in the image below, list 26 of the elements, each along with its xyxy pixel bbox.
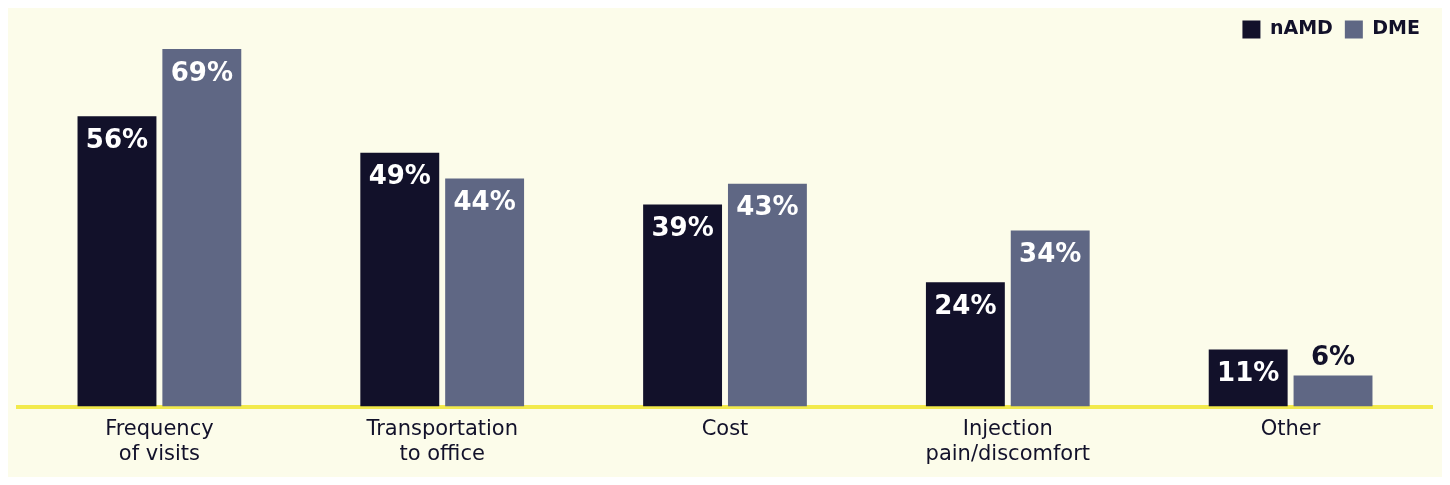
x-tick-label: Injection pain/discomfort bbox=[925, 415, 1091, 465]
legend-label: nAMD bbox=[1269, 16, 1333, 39]
data-label: 6% bbox=[1310, 341, 1356, 372]
bar bbox=[925, 282, 1005, 407]
data-label: 24% bbox=[934, 289, 997, 320]
bar bbox=[1010, 230, 1090, 407]
data-label: 11% bbox=[1217, 357, 1280, 388]
bar bbox=[445, 178, 525, 407]
legend-label: DME bbox=[1372, 16, 1421, 39]
x-tick-label: Frequency of visits bbox=[105, 415, 214, 465]
x-tick-label: Other bbox=[1260, 415, 1321, 440]
data-label: 49% bbox=[368, 160, 431, 191]
data-label: 56% bbox=[85, 124, 149, 155]
bar bbox=[727, 183, 807, 407]
bar bbox=[77, 116, 157, 407]
data-label: 69% bbox=[170, 56, 233, 87]
x-tick-label: Cost bbox=[701, 415, 749, 440]
data-label: 34% bbox=[1019, 238, 1082, 269]
x-tick-label: Transportation to office bbox=[365, 415, 519, 465]
data-label: 43% bbox=[736, 191, 799, 222]
bar bbox=[1293, 375, 1373, 407]
bar bbox=[162, 49, 242, 407]
bar bbox=[643, 204, 723, 407]
data-label: 44% bbox=[453, 186, 516, 217]
bar bbox=[360, 152, 440, 407]
data-label: 39% bbox=[651, 212, 714, 243]
